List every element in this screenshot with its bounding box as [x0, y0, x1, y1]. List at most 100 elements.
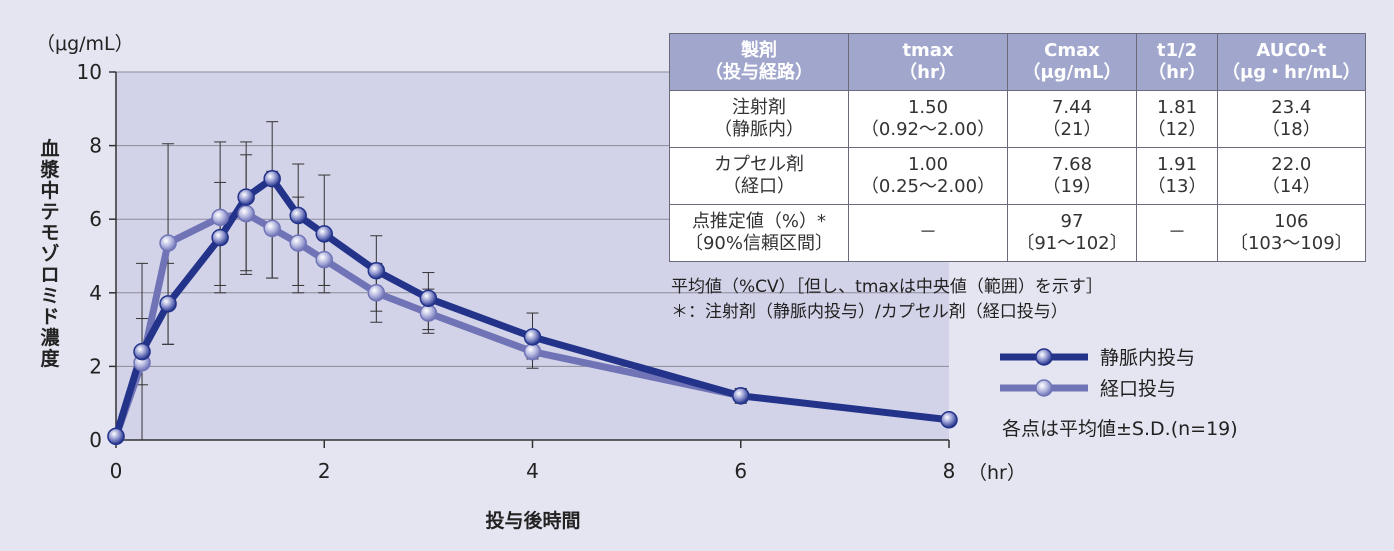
y-axis-title-char: ミ — [40, 285, 59, 307]
table-header-row: 製剤 （投与経路） tmax （hr） Cmax （μg/mL） t1/2 （hr） A… — [669, 33, 1366, 91]
data-point — [289, 206, 307, 225]
header-text: t1/2 — [1156, 40, 1198, 61]
table-cell: 点推定値（%）* 〔90%信頼区間〕 — [669, 204, 849, 262]
data-point — [940, 411, 958, 429]
x-axis-title: 投与後時間 — [485, 509, 580, 532]
header-text: Cmax — [1044, 40, 1100, 61]
legend-marker — [1035, 379, 1053, 397]
header-subtext: （hr） — [899, 62, 957, 83]
y-axis-title-char: ロ — [40, 264, 59, 286]
header-subtext: （μg/mL） — [1022, 62, 1122, 83]
y-tick-label: 8 — [89, 134, 102, 158]
cell-value: 点推定値（%）* — [691, 211, 827, 232]
y-axis-title-char: テ — [40, 201, 59, 223]
header-text: 製剤 — [741, 40, 777, 61]
data-point — [133, 342, 151, 361]
data-point — [523, 328, 542, 346]
header-subtext: （hr） — [1148, 62, 1206, 83]
data-point — [159, 234, 177, 252]
legend-label-iv: 静脈内投与 — [1100, 347, 1196, 369]
y-axis-title-char: 濃 — [40, 327, 60, 349]
data-point — [367, 284, 386, 302]
header-subtext: （投与経路） — [705, 62, 813, 83]
x-tick-label: 0 — [110, 459, 123, 483]
x-tick-label: 8 — [943, 459, 956, 483]
data-point — [289, 234, 307, 252]
table-cell: 97 〔91～102〕 — [1007, 204, 1137, 262]
table-cell: 106 〔103～109〕 — [1217, 204, 1366, 262]
data-point — [107, 427, 125, 446]
pk-parameter-table: 製剤 （投与経路） tmax （hr） Cmax （μg/mL） t1/2 （hr） A… — [669, 33, 1366, 262]
cell-subvalue: （14） — [1261, 176, 1321, 197]
x-tick-label: 2 — [318, 459, 331, 483]
data-point — [159, 295, 177, 313]
table-note-2: ＊：注射剤（静脈内投与）/カプセル剤（経口投与） — [671, 302, 1068, 322]
table-cell: カプセル剤 （経口） — [669, 147, 849, 205]
y-axis-title-char: ド — [40, 306, 59, 328]
cell-subvalue: 〔91～102〕 — [1016, 233, 1128, 254]
cell-subvalue: （12） — [1147, 119, 1207, 140]
table-cell: 7.44 （21） — [1007, 90, 1137, 148]
header-cell-cmax: Cmax （μg/mL） — [1007, 33, 1137, 91]
cell-value: － — [1168, 222, 1186, 243]
y-axis-title-char: 中 — [40, 179, 59, 202]
cell-value: 1.00 — [907, 154, 949, 175]
y-tick-label: 4 — [89, 281, 102, 305]
header-subtext: （μg・hr/mL） — [1222, 62, 1361, 83]
data-point — [315, 225, 333, 243]
table-cell: 1.00 （0.25～2.00） — [848, 147, 1008, 205]
cell-value: 97 — [1060, 211, 1084, 232]
data-point — [523, 342, 542, 361]
x-axis-unit: （hr） — [968, 462, 1026, 484]
cell-subvalue: （18） — [1261, 119, 1321, 140]
header-text: AUC0-t — [1256, 40, 1327, 61]
series-layer — [107, 121, 958, 446]
table-cell: 注射剤 （静脈内） — [669, 90, 849, 148]
table-cell: 7.68 （19） — [1007, 147, 1137, 205]
x-tick-label: 6 — [734, 459, 747, 483]
cell-value: 注射剤 — [732, 97, 786, 118]
table-cell: 1.50 （0.92～2.00） — [848, 90, 1008, 148]
y-axis-unit: （μg/mL） — [36, 33, 134, 55]
y-axis-title-char: ゾ — [40, 243, 59, 265]
data-point — [315, 250, 333, 269]
table-cell: － — [848, 204, 1008, 262]
header-text: tmax — [902, 40, 954, 61]
table-cell: 1.81 （12） — [1136, 90, 1218, 148]
y-axis-title-char: 血 — [40, 137, 59, 160]
data-point — [367, 261, 386, 280]
header-cell-formulation: 製剤 （投与経路） — [669, 33, 849, 91]
cell-value: 7.44 — [1051, 97, 1093, 118]
cell-subvalue: （21） — [1042, 119, 1102, 140]
data-point — [263, 169, 281, 188]
table-note-1: 平均値（%CV）［但し、tmaxは中央値（範囲）を示す］ — [671, 277, 1103, 297]
table-row: 注射剤 （静脈内） 1.50 （0.92～2.00） 7.44 （21） 1.81 （1… — [669, 90, 1366, 148]
cell-value: － — [919, 222, 937, 243]
table-cell: 23.4 （18） — [1217, 90, 1366, 148]
cell-value: 1.81 — [1156, 97, 1198, 118]
tick-labels: 0 2 4 6 8 10 0 2 4 6 8 — [77, 60, 956, 483]
legend-marker — [1035, 348, 1053, 366]
cell-subvalue: （経口） — [723, 176, 795, 197]
y-axis-title-char: 漿 — [39, 158, 59, 181]
cell-subvalue: （19） — [1042, 176, 1102, 197]
legend-label-oral: 経口投与 — [1100, 378, 1177, 400]
cell-value: 23.4 — [1271, 97, 1312, 118]
data-point — [237, 204, 255, 223]
data-point — [419, 289, 438, 308]
cell-value: 1.91 — [1156, 154, 1198, 175]
table-row: 点推定値（%）* 〔90%信頼区間〕 － 97 〔91～102〕 － 106 〔103… — [669, 204, 1366, 262]
header-cell-tmax: tmax （hr） — [848, 33, 1008, 91]
legend-note: 各点は平均値±S.D.(n=19) — [1002, 418, 1238, 440]
data-point — [211, 208, 229, 227]
cell-subvalue: （静脈内） — [714, 119, 804, 140]
y-tick-label: 0 — [89, 428, 102, 452]
header-cell-thalf: t1/2 （hr） — [1136, 33, 1218, 91]
table-row: カプセル剤 （経口） 1.00 （0.25～2.00） 7.68 （19） 1.91 （… — [669, 147, 1366, 205]
cell-subvalue: 〔90%信頼区間〕 — [684, 233, 833, 254]
cell-value: 1.50 — [907, 97, 949, 118]
cell-value: 7.68 — [1051, 154, 1093, 175]
series-line — [112, 210, 742, 438]
cell-value: 106 — [1274, 211, 1309, 232]
